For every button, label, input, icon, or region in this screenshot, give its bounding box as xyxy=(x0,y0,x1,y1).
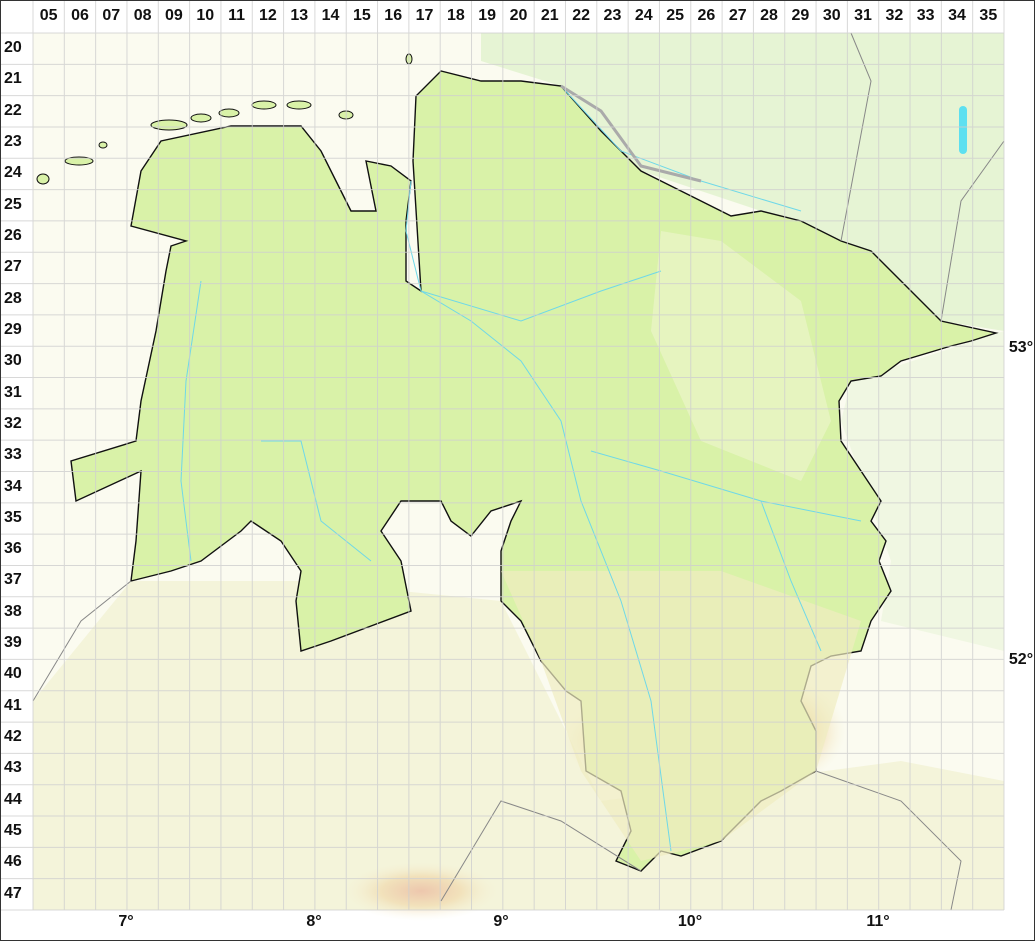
row-label: 43 xyxy=(4,759,22,777)
northern-lowland-outside xyxy=(481,33,1004,331)
row-label: 31 xyxy=(4,383,22,401)
column-label: 11 xyxy=(228,7,246,24)
column-label: 08 xyxy=(133,7,152,24)
east-frisian-islands xyxy=(36,53,413,185)
row-label: 30 xyxy=(4,352,22,370)
column-label: 30 xyxy=(822,7,841,24)
row-label: 34 xyxy=(4,477,22,495)
column-label: 21 xyxy=(540,7,559,24)
column-label: 34 xyxy=(948,7,966,24)
longitude-label: 8° xyxy=(306,913,322,930)
row-label: 32 xyxy=(4,414,22,432)
elbe-river xyxy=(560,84,702,183)
neighbour-borders xyxy=(32,32,1005,911)
row-label: 33 xyxy=(4,446,22,464)
grid-lines xyxy=(1,1,1005,911)
row-label: 25 xyxy=(4,195,22,213)
column-label: 13 xyxy=(290,7,309,24)
column-label: 10 xyxy=(196,7,215,24)
longitude-label: 7° xyxy=(118,913,134,930)
row-label: 29 xyxy=(4,320,22,338)
column-label: 27 xyxy=(728,7,747,24)
column-label: 35 xyxy=(979,7,998,24)
column-label: 20 xyxy=(509,7,528,24)
column-label: 24 xyxy=(634,7,653,24)
eastern-lowland-outside xyxy=(841,331,1004,651)
row-label: 21 xyxy=(4,70,22,88)
column-label: 17 xyxy=(415,7,434,24)
heath-upland-patch xyxy=(651,231,831,481)
column-label: 16 xyxy=(384,7,403,24)
column-label: 29 xyxy=(791,7,810,24)
row-label: 40 xyxy=(4,665,22,683)
row-label: 39 xyxy=(4,634,22,652)
row-label: 26 xyxy=(4,226,22,244)
column-label: 12 xyxy=(259,7,277,24)
column-label: 33 xyxy=(916,7,935,24)
column-label: 25 xyxy=(666,7,684,24)
column-label: 32 xyxy=(885,7,904,24)
southern-highland xyxy=(341,861,501,921)
column-label: 14 xyxy=(321,7,340,24)
column-label: 19 xyxy=(478,7,497,24)
longitude-label: 10° xyxy=(677,913,703,930)
row-label: 44 xyxy=(4,790,22,808)
column-label: 06 xyxy=(71,7,89,24)
column-label: 22 xyxy=(572,7,591,24)
column-label: 26 xyxy=(697,7,716,24)
column-label: 07 xyxy=(102,7,121,24)
latitude-label: 52° xyxy=(1008,651,1034,668)
longitude-label: 11° xyxy=(866,913,890,930)
row-label: 41 xyxy=(4,696,22,714)
row-label: 38 xyxy=(4,602,22,620)
column-label: 18 xyxy=(446,7,465,24)
column-label: 09 xyxy=(165,7,183,24)
southern-region-hills xyxy=(501,571,861,861)
row-label: 46 xyxy=(4,853,22,871)
row-label: 20 xyxy=(4,39,22,56)
column-label: 28 xyxy=(760,7,778,24)
column-label: 15 xyxy=(352,7,371,24)
row-label: 27 xyxy=(4,258,22,276)
row-label: 23 xyxy=(4,132,22,150)
column-label: 05 xyxy=(39,7,58,24)
column-label: 31 xyxy=(854,7,872,24)
row-label: 45 xyxy=(4,822,22,840)
row-label: 36 xyxy=(4,540,22,558)
row-label: 47 xyxy=(4,884,22,902)
latitude-label: 53° xyxy=(1008,339,1034,356)
row-label: 37 xyxy=(4,571,22,589)
row-label: 42 xyxy=(4,728,22,746)
longitude-label: 9° xyxy=(493,913,509,930)
row-label: 28 xyxy=(4,289,22,307)
row-label: 24 xyxy=(4,164,22,182)
row-label: 22 xyxy=(4,101,22,119)
row-label: 35 xyxy=(4,508,22,526)
southern-upland xyxy=(33,581,1004,910)
lake xyxy=(959,106,967,154)
column-label: 23 xyxy=(603,7,622,24)
